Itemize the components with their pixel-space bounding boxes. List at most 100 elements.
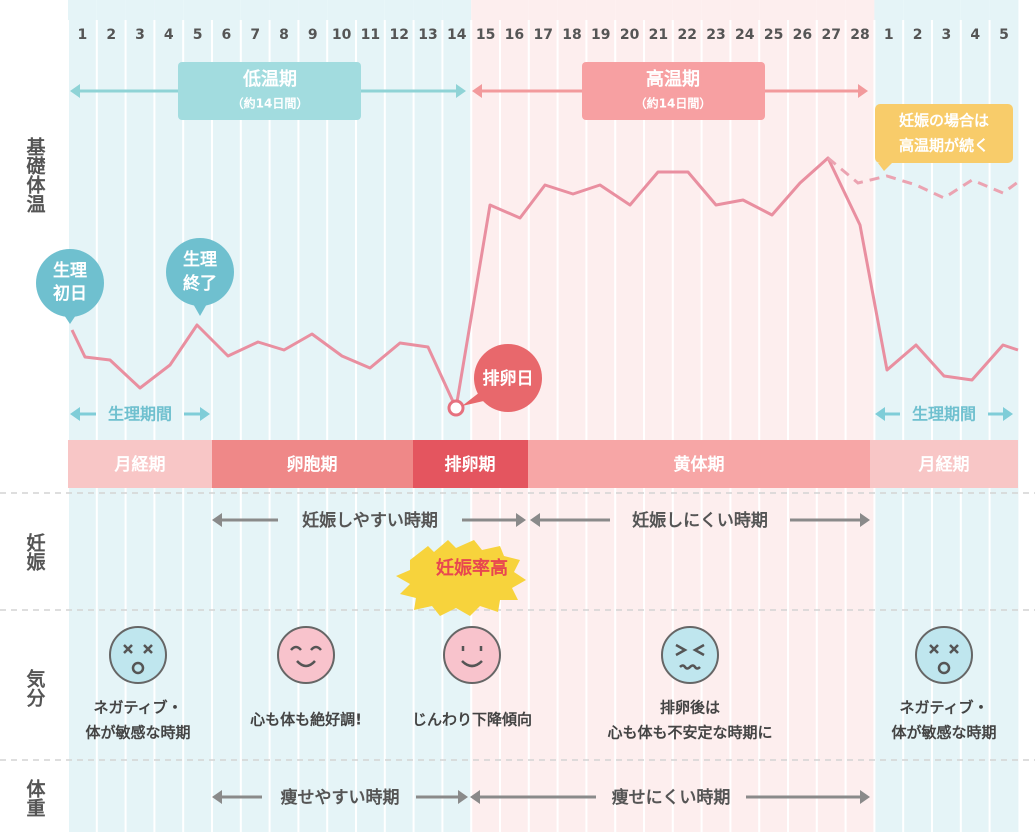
label: 生理 bbox=[53, 260, 87, 281]
day-column bbox=[413, 0, 443, 832]
pregnancy-label: 妊娠しやすい時期 bbox=[302, 510, 438, 531]
row-label: 気分 bbox=[24, 668, 46, 708]
day-column bbox=[788, 0, 817, 832]
mood-label: 心も体も絶好調! bbox=[250, 711, 362, 729]
span-arrow: 生理期間 bbox=[70, 405, 210, 424]
day-column bbox=[528, 0, 558, 832]
day-number: 2 bbox=[913, 27, 923, 43]
day-number: 5 bbox=[999, 27, 1009, 43]
day-column bbox=[586, 0, 616, 832]
mood-label: ネガティブ・ bbox=[899, 699, 988, 717]
label: 生理期間 bbox=[912, 405, 976, 424]
pregnant-line bbox=[827, 156, 1019, 200]
face-feature bbox=[290, 645, 322, 668]
face-feature bbox=[123, 644, 153, 654]
day-number: 13 bbox=[418, 27, 437, 43]
day-number: 6 bbox=[222, 27, 232, 43]
callout: 排卵日 bbox=[462, 344, 542, 412]
day-number: 26 bbox=[793, 27, 812, 43]
day-number: 14 bbox=[447, 27, 467, 43]
day-column bbox=[327, 0, 356, 832]
day-number: 18 bbox=[562, 27, 581, 43]
face-feature bbox=[929, 644, 959, 654]
span-arrow: 生理期間 bbox=[875, 405, 1013, 424]
face-feature bbox=[461, 646, 483, 668]
face bbox=[109, 626, 167, 684]
label: 生理 bbox=[183, 249, 217, 270]
weight-label: 痩せやすい時期 bbox=[281, 787, 400, 808]
starburst bbox=[396, 540, 526, 616]
mood-label: 体が敏感な時期 bbox=[85, 724, 190, 742]
day-number: 11 bbox=[361, 27, 380, 43]
day-number: 3 bbox=[942, 27, 952, 43]
face-mouth bbox=[131, 661, 145, 675]
day-column bbox=[615, 0, 644, 832]
day-number: 22 bbox=[677, 27, 696, 43]
day-number: 21 bbox=[649, 27, 668, 43]
period-title: 低温期 bbox=[242, 68, 297, 90]
day-column bbox=[96, 0, 126, 832]
temperature-line bbox=[70, 156, 1019, 410]
day-column bbox=[471, 0, 500, 832]
day-number: 23 bbox=[706, 27, 725, 43]
label: 終了 bbox=[183, 273, 217, 294]
day-number: 8 bbox=[279, 27, 289, 43]
day-column bbox=[154, 0, 184, 832]
day-number: 16 bbox=[505, 27, 524, 43]
label: 初日 bbox=[53, 283, 87, 304]
day-number: 4 bbox=[970, 27, 980, 43]
day-column bbox=[240, 0, 270, 832]
day-column bbox=[730, 0, 760, 832]
mood: ネガティブ・体が敏感な時期 bbox=[85, 626, 191, 742]
day-column bbox=[845, 0, 875, 832]
low-period: 低温期 （約14日間） bbox=[70, 62, 466, 120]
period-sub: （約14日間） bbox=[635, 96, 712, 111]
label: 妊娠の場合は bbox=[899, 112, 989, 130]
day-number: 5 bbox=[193, 27, 203, 43]
mood: ネガティブ・体が敏感な時期 bbox=[891, 626, 997, 742]
day-column bbox=[500, 0, 529, 832]
phase: 月経期 bbox=[114, 454, 166, 475]
period-sub: （約14日間） bbox=[232, 96, 309, 111]
day-number: 27 bbox=[821, 27, 840, 43]
mood-label: 排卵後は bbox=[660, 699, 720, 717]
day-column bbox=[183, 0, 212, 832]
label: 生理期間 bbox=[108, 405, 172, 424]
day-column bbox=[356, 0, 385, 832]
day-column bbox=[701, 0, 731, 832]
phase: 排卵期 bbox=[445, 454, 496, 475]
day-number: 1 bbox=[884, 27, 894, 43]
row-label: 体重 bbox=[24, 778, 46, 817]
day-column bbox=[125, 0, 155, 832]
day-number: 1 bbox=[78, 27, 88, 43]
mood: 心も体も絶好調! bbox=[250, 626, 362, 729]
face-feature bbox=[675, 643, 705, 670]
mood-label: 体が敏感な時期 bbox=[891, 724, 996, 742]
mood-label: ネガティブ・ bbox=[93, 699, 182, 717]
high-period: 高温期 （約14日間） bbox=[472, 62, 868, 120]
arrows bbox=[212, 513, 870, 804]
mood: じんわり下降傾向 bbox=[412, 626, 532, 729]
day-column bbox=[212, 0, 241, 832]
phase: 月経期 bbox=[918, 454, 970, 475]
face bbox=[277, 626, 335, 684]
day-number: 24 bbox=[735, 27, 755, 43]
weight-label: 痩せにくい時期 bbox=[612, 787, 731, 808]
phase: 卵胞期 bbox=[287, 454, 338, 475]
day-column bbox=[759, 0, 788, 832]
peak-label: 妊娠率高 bbox=[436, 557, 508, 579]
label: 高温期が続く bbox=[899, 137, 989, 155]
face-mouth bbox=[937, 661, 951, 675]
day-column bbox=[644, 0, 673, 832]
day-number: 28 bbox=[850, 27, 869, 43]
day-number: 2 bbox=[106, 27, 116, 43]
ovulation-point bbox=[447, 399, 465, 417]
period-title: 高温期 bbox=[646, 68, 700, 90]
day-number: 19 bbox=[591, 27, 610, 43]
day-number: 20 bbox=[620, 27, 640, 43]
